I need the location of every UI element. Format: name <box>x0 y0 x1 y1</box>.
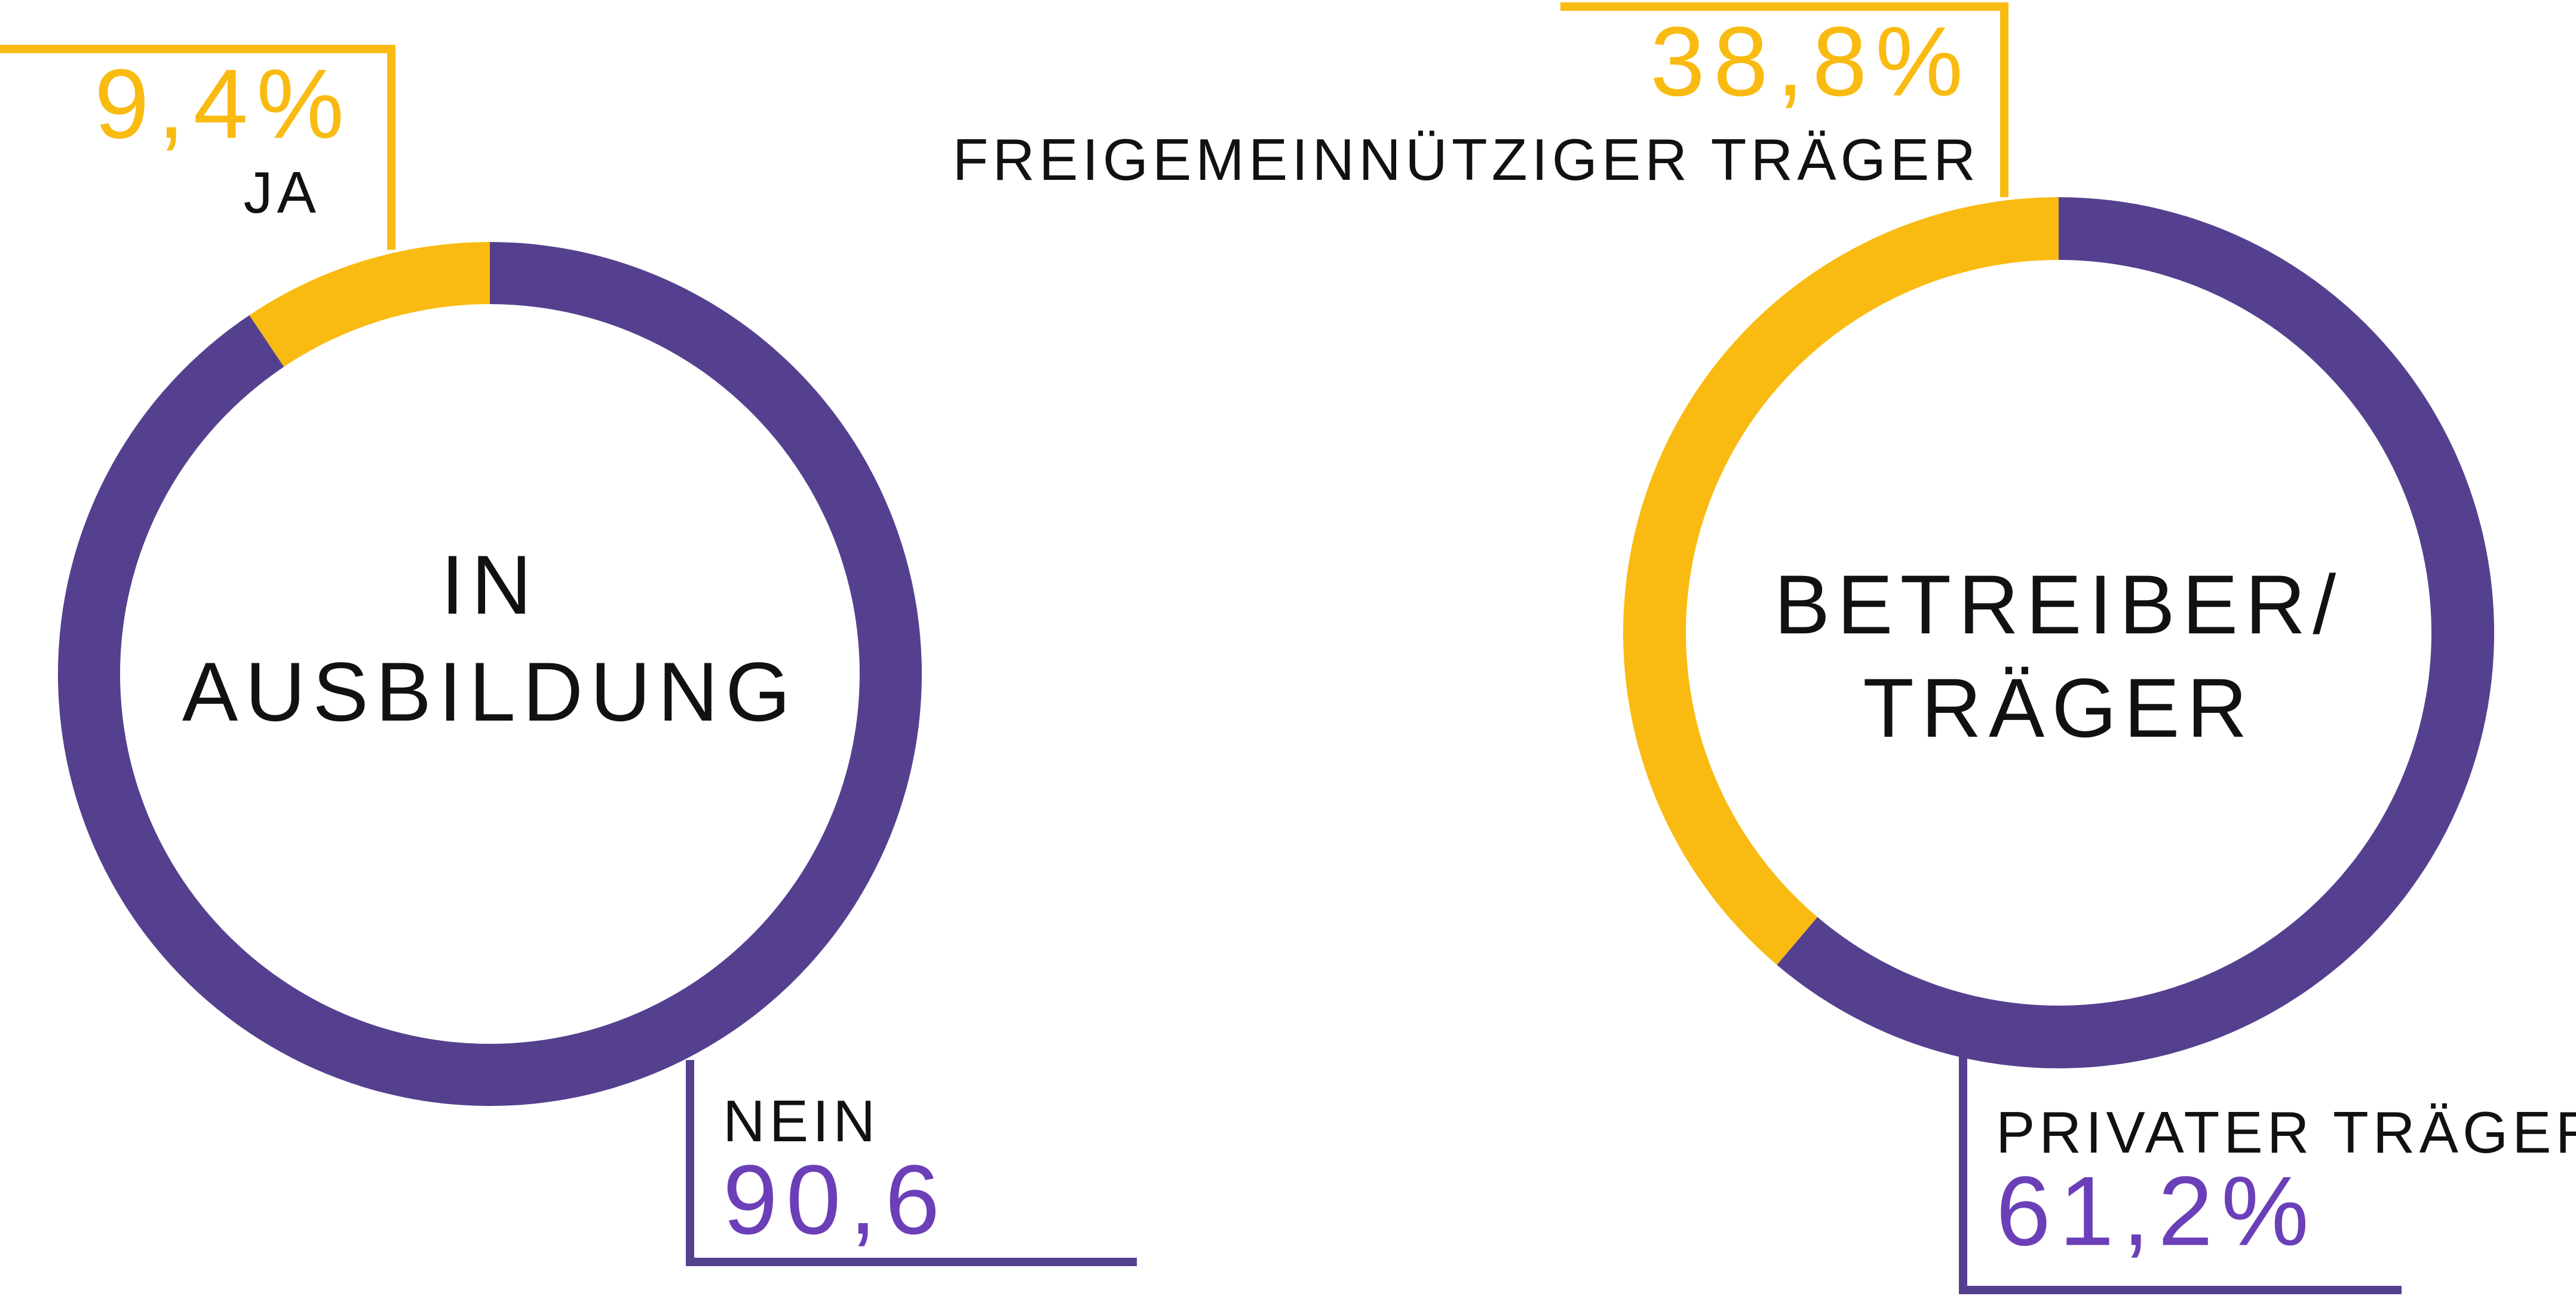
value-label: 90,6 <box>723 1145 948 1255</box>
chart-title: AUSBILDUNG <box>182 645 798 739</box>
chart-title: IN <box>441 538 539 632</box>
value-label: 38,8% <box>1650 7 1971 117</box>
chart-title: TRÄGER <box>1863 661 2254 755</box>
leader-line <box>686 1060 1137 1266</box>
segment-name: FREIGEMEINNÜTZIGER TRÄGER <box>952 127 1980 192</box>
value-label: 61,2% <box>1996 1156 2317 1266</box>
segment-name: NEIN <box>723 1088 879 1154</box>
leader-line <box>0 45 395 250</box>
value-label: 9,4% <box>94 49 352 159</box>
segment-name: JA <box>244 160 320 225</box>
leader-line <box>1959 1052 2402 1294</box>
leader-line <box>1560 2 2008 197</box>
chart-title: BETREIBER/ <box>1774 557 2343 651</box>
donut-segment <box>249 242 490 367</box>
segment-name: PRIVATER TRÄGER <box>1996 1099 2576 1165</box>
donut-segment <box>1623 197 2059 965</box>
donut-segment <box>1777 197 2494 1068</box>
